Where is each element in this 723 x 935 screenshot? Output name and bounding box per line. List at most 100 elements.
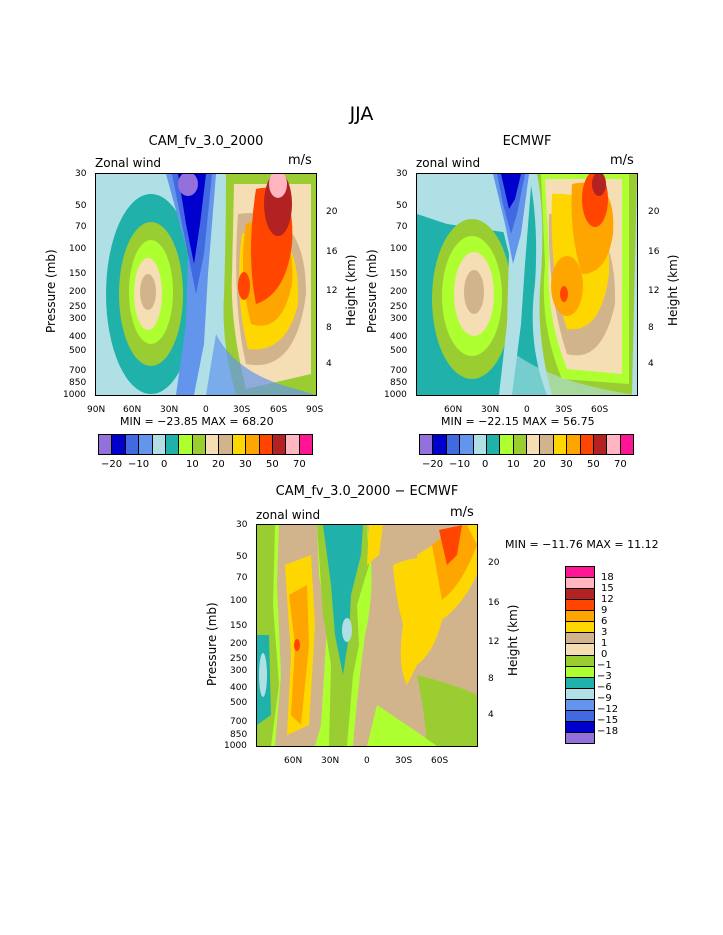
panel2-title: ECMWF — [502, 134, 552, 149]
p1-ytick: 250 — [69, 302, 87, 312]
p2-xtick: 30N — [481, 405, 500, 415]
p3-cb-label: 18 — [601, 572, 614, 583]
colorbar-swatch — [580, 435, 594, 454]
p2-ytick: 250 — [390, 302, 408, 312]
p2-ytick: 300 — [390, 314, 408, 324]
p2-ytick: 850 — [390, 378, 408, 388]
p1-ylabel-right: Height (km) — [344, 254, 358, 326]
p3-ytick: 70 — [236, 573, 248, 583]
main-title: JJA — [349, 103, 374, 125]
panel2-units: m/s — [610, 153, 634, 168]
panel1-units: m/s — [288, 153, 312, 168]
p3-ylabel-right: Height (km) — [506, 604, 520, 676]
colorbar-swatch — [566, 622, 594, 634]
colorbar-swatch — [513, 435, 527, 454]
p1-ytick: 700 — [69, 366, 87, 376]
p3-xtick: 30N — [321, 756, 340, 766]
colorbar-swatch — [139, 435, 153, 454]
colorbar-swatch — [232, 435, 247, 454]
p3-ylabel: Pressure (mb) — [205, 602, 219, 686]
p3-cb-label: −18 — [597, 726, 619, 737]
p3-ytick-right: 8 — [488, 674, 494, 684]
colorbar-swatch — [566, 589, 594, 601]
p2-ylabel-right: Height (km) — [666, 254, 680, 326]
colorbar-swatch — [566, 710, 594, 722]
p3-ytick: 700 — [230, 717, 248, 727]
p2-ytick: 50 — [396, 201, 408, 211]
colorbar-swatch — [566, 732, 594, 743]
panel3-plot — [256, 524, 478, 747]
p3-ytick: 100 — [230, 596, 248, 606]
panel3-units: m/s — [450, 505, 474, 520]
p2-cb-label: −10 — [449, 459, 471, 470]
p3-xtick: 30S — [395, 756, 413, 766]
p3-ytick: 500 — [230, 698, 248, 708]
p2-xtick: 30S — [555, 405, 573, 415]
p3-ytick: 200 — [230, 639, 248, 649]
panel3-left-label: zonal wind — [256, 508, 321, 522]
colorbar-swatch — [192, 435, 206, 454]
p3-ytick-right: 16 — [488, 598, 500, 608]
colorbar-swatch — [246, 435, 260, 454]
p2-ytick: 100 — [390, 244, 408, 254]
p3-cb-label: 3 — [601, 627, 608, 638]
colorbar-swatch — [179, 435, 193, 454]
p1-cb-label: 0 — [161, 459, 168, 470]
p3-ytick: 50 — [236, 552, 248, 562]
p1-ytick: 500 — [69, 346, 87, 356]
p2-ytick: 200 — [390, 287, 408, 297]
colorbar-swatch — [420, 435, 434, 454]
p1-ytick: 400 — [69, 332, 87, 342]
p1-ytick-right: 20 — [326, 207, 338, 217]
p1-xtick: 60N — [123, 405, 142, 415]
p2-ytick-right: 20 — [648, 207, 660, 217]
p3-ytick-right: 12 — [488, 637, 500, 647]
p3-cb-label: 15 — [601, 583, 614, 594]
p3-xtick: 60S — [431, 756, 449, 766]
p1-ytick: 70 — [75, 222, 87, 232]
panel2-left-label: zonal wind — [416, 156, 481, 170]
p2-ytick-right: 12 — [648, 286, 660, 296]
colorbar-swatch — [460, 435, 474, 454]
colorbar-swatch — [165, 435, 180, 454]
colorbar-swatch — [567, 435, 581, 454]
p1-ytick: 1000 — [63, 390, 86, 400]
p1-cb-label: 20 — [212, 459, 225, 470]
p1-ytick: 150 — [69, 269, 87, 279]
p3-cb-label: −15 — [597, 715, 619, 726]
colorbar-swatch — [566, 567, 594, 579]
colorbar-swatch — [593, 435, 608, 454]
colorbar-swatch — [566, 600, 594, 612]
p1-colorbar — [98, 434, 313, 455]
p1-xtick: 90N — [87, 405, 106, 415]
colorbar-swatch — [540, 435, 554, 454]
panel3-title: CAM_fv_3.0_2000 − ECMWF — [275, 484, 459, 499]
p2-xtick: 60S — [591, 405, 609, 415]
colorbar-swatch — [620, 435, 633, 454]
p2-ytick: 70 — [396, 222, 408, 232]
colorbar-swatch — [299, 435, 312, 454]
p1-stats: MIN = −23.85 MAX = 68.20 — [120, 415, 274, 428]
p3-ytick: 30 — [236, 520, 248, 530]
p2-cb-label: 10 — [507, 459, 520, 470]
p1-ytick: 30 — [75, 169, 87, 179]
p3-cb-label: −12 — [597, 704, 619, 715]
p1-ylabel: Pressure (mb) — [44, 249, 58, 333]
p3-ytick: 300 — [230, 666, 248, 676]
p3-stats: MIN = −11.76 MAX = 11.12 — [505, 538, 659, 551]
p1-cb-label: 10 — [186, 459, 199, 470]
p1-ytick-right: 4 — [326, 359, 332, 369]
colorbar-swatch — [566, 677, 594, 689]
colorbar-swatch — [553, 435, 568, 454]
p1-ytick-right: 8 — [326, 323, 332, 333]
panel3-contours — [257, 525, 477, 746]
p3-ytick: 850 — [230, 730, 248, 740]
p2-xtick: 60N — [444, 405, 463, 415]
p3-cb-label: −1 — [597, 660, 612, 671]
p1-cb-label: 50 — [266, 459, 279, 470]
p3-colorbar — [565, 566, 595, 744]
p1-cb-label: 30 — [239, 459, 252, 470]
p1-ytick: 300 — [69, 314, 87, 324]
p1-cb-label: 70 — [293, 459, 306, 470]
panel2-plot — [416, 173, 638, 396]
